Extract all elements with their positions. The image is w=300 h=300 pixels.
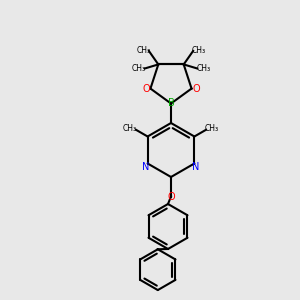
Text: CH₃: CH₃: [191, 46, 206, 55]
Text: CH₃: CH₃: [132, 64, 146, 73]
Text: CH₃: CH₃: [123, 124, 137, 133]
Text: CH₃: CH₃: [196, 64, 210, 73]
Text: N: N: [142, 161, 150, 172]
Text: O: O: [192, 84, 200, 94]
Text: CH₃: CH₃: [205, 124, 219, 133]
Text: B: B: [168, 98, 174, 109]
Text: N: N: [192, 161, 200, 172]
Text: O: O: [142, 84, 150, 94]
Text: CH₃: CH₃: [136, 46, 151, 55]
Text: O: O: [167, 191, 175, 202]
